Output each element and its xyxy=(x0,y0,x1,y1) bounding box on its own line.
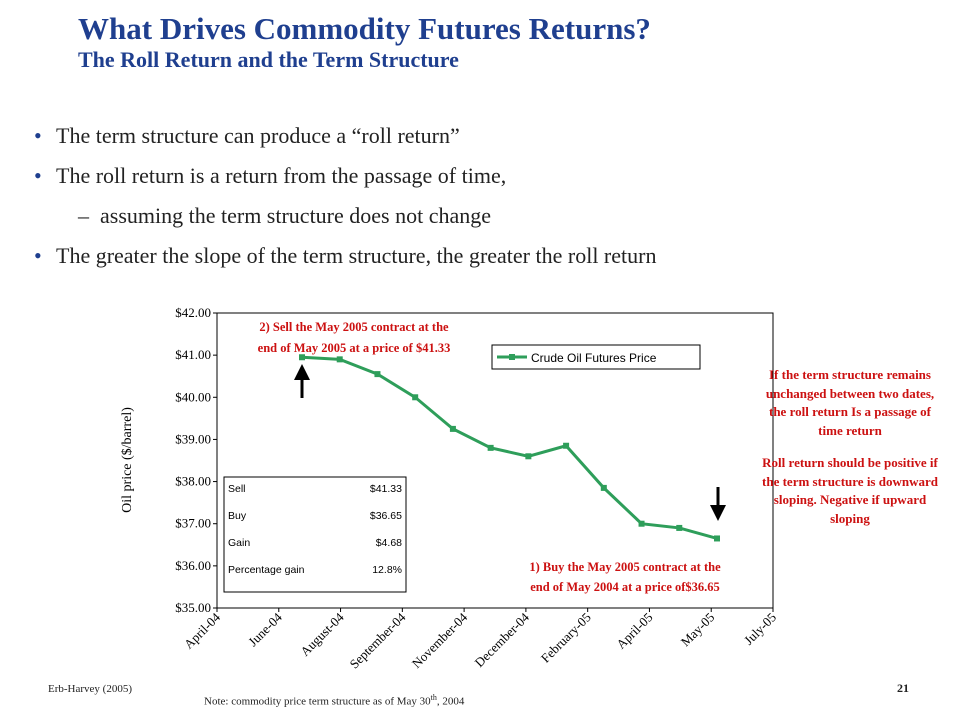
bullet-item: • The term structure can produce a “roll… xyxy=(34,120,914,160)
data-point xyxy=(638,520,645,527)
table-row-label: Buy xyxy=(228,510,247,522)
x-tick-label: June-04 xyxy=(245,609,285,649)
table-row-label: Sell xyxy=(228,483,246,495)
bullet-text: The term structure can produce a “roll r… xyxy=(56,123,460,148)
bullet-list: • The term structure can produce a “roll… xyxy=(34,120,914,280)
plot-area xyxy=(216,312,774,609)
series-line xyxy=(301,355,718,540)
y-tick-label: $42.00 xyxy=(175,305,211,320)
page-subtitle: The Roll Return and the Term Structure xyxy=(78,47,459,72)
bullet-text: assuming the term structure does not cha… xyxy=(100,203,492,228)
table-row-value: $41.33 xyxy=(370,483,402,495)
x-tick-label: August-04 xyxy=(297,609,347,659)
table-row-value: $36.65 xyxy=(370,510,402,522)
x-tick-label: September-04 xyxy=(346,609,408,671)
data-point xyxy=(449,425,456,432)
data-point xyxy=(487,444,494,451)
x-tick-label: April-05 xyxy=(613,610,655,652)
y-tick-label: $39.00 xyxy=(175,431,211,446)
x-tick-label: April-04 xyxy=(181,609,224,652)
table-row-value: $4.68 xyxy=(376,537,402,549)
data-point xyxy=(676,524,683,531)
side-note-para-2: Roll return should be positive if the te… xyxy=(762,455,938,526)
data-point xyxy=(525,453,532,460)
y-tick-label: $35.00 xyxy=(175,600,211,615)
side-note: If the term structure remains unchanged … xyxy=(760,366,940,542)
buy-annotation-line-2: end of May 2004 at a price of$36.65 xyxy=(530,580,720,594)
data-point xyxy=(336,356,343,363)
bullet-text: The roll return is a return from the pas… xyxy=(56,163,507,188)
data-point xyxy=(374,371,381,378)
page-title: What Drives Commodity Futures Returns? xyxy=(78,11,651,46)
y-tick-label: $40.00 xyxy=(175,389,211,404)
bullet-marker: • xyxy=(34,243,42,268)
y-tick-label: $37.00 xyxy=(175,516,211,531)
table-row-value: 12.8% xyxy=(372,564,402,576)
footnote: Note: commodity price term structure as … xyxy=(204,693,464,708)
data-point xyxy=(714,535,720,542)
table-row-label: Gain xyxy=(228,537,250,549)
data-point xyxy=(600,484,607,491)
legend-label: Crude Oil Futures Price xyxy=(531,351,657,365)
bullet-marker: – xyxy=(78,203,89,228)
y-axis-label: Oil price ($/barrel) xyxy=(120,407,135,513)
bullet-text: The greater the slope of the term struct… xyxy=(56,243,657,268)
x-tick-label: May-05 xyxy=(678,610,718,650)
footnote-prefix: Note: commodity price term structure as … xyxy=(204,695,431,708)
table-row-label: Percentage gain xyxy=(228,564,305,576)
y-tick-label: $41.00 xyxy=(175,347,211,362)
y-tick-label: $38.00 xyxy=(175,474,211,489)
x-tick-label: December-04 xyxy=(472,609,533,670)
bullet-item: • The roll return is a return from the p… xyxy=(34,160,914,200)
bullet-marker: • xyxy=(34,163,42,188)
legend-marker xyxy=(509,354,515,360)
data-point xyxy=(299,354,305,361)
data-point xyxy=(412,394,419,401)
buy-annotation-line-1: 1) Buy the May 2005 contract at the xyxy=(529,560,721,574)
x-tick-label: July-05 xyxy=(741,610,779,648)
data-point xyxy=(563,442,570,449)
source-citation: Erb-Harvey (2005) xyxy=(48,683,132,695)
footnote-suffix: , 2004 xyxy=(436,695,465,708)
x-tick-label: November-04 xyxy=(409,609,471,671)
bullet-subitem: – assuming the term structure does not c… xyxy=(34,200,914,240)
up-arrow-head xyxy=(294,364,310,380)
bullet-marker: • xyxy=(34,123,42,148)
page-number: 21 xyxy=(897,681,909,695)
down-arrow-head xyxy=(710,505,726,521)
sell-annotation-line-1: 2) Sell the May 2005 contract at the xyxy=(259,320,449,334)
footnote-superscript: th xyxy=(430,693,437,702)
side-note-para-1: If the term structure remains unchanged … xyxy=(765,367,935,438)
y-tick-label: $36.00 xyxy=(175,558,211,573)
bullet-item: • The greater the slope of the term stru… xyxy=(34,240,914,280)
summary-table xyxy=(223,476,407,593)
x-tick-label: February-05 xyxy=(538,610,594,666)
sell-annotation-line-2: end of May 2005 at a price of $41.33 xyxy=(258,341,451,355)
